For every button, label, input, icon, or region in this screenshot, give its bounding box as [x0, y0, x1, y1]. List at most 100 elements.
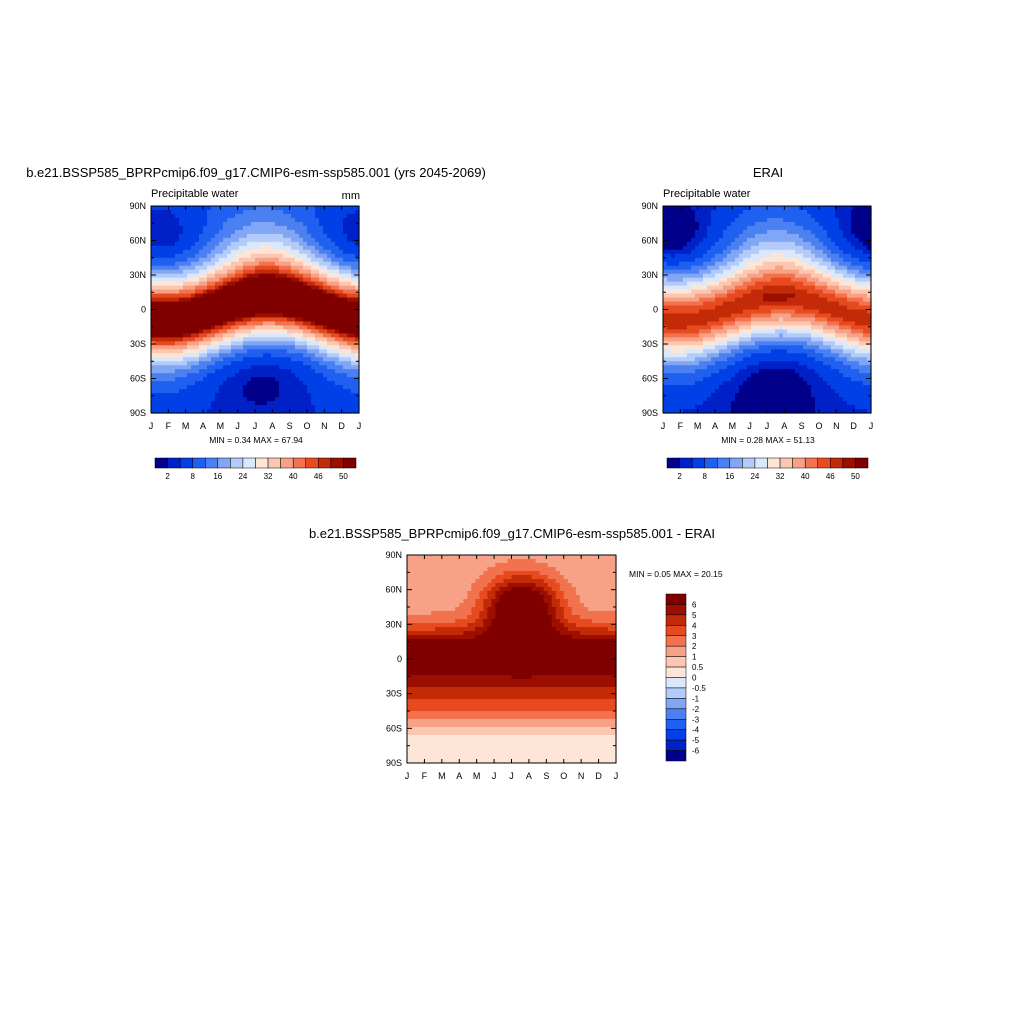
contour-cell: [851, 281, 856, 287]
contour-cell: [231, 229, 236, 235]
contour-cell: [275, 293, 280, 299]
contour-cell: [851, 273, 856, 279]
contour-cell: [311, 253, 316, 259]
contour-cell: [307, 357, 312, 362]
contour-cell: [195, 317, 200, 323]
contour-cell: [823, 273, 828, 279]
contour-cell: [247, 349, 252, 354]
contour-cell: [835, 245, 840, 251]
contour-cell: [667, 297, 672, 303]
contour-cell: [199, 385, 204, 390]
contour-cell: [779, 329, 784, 334]
contour-cell: [287, 341, 292, 346]
contour-cell: [831, 206, 836, 211]
contour-cell: [863, 229, 868, 235]
contour-cell: [823, 269, 828, 275]
contour-cell: [223, 293, 228, 299]
contour-cell: [247, 325, 252, 330]
contour-cell: [171, 317, 176, 323]
contour-cell: [763, 237, 768, 243]
contour-cell: [771, 265, 776, 271]
contour-cell: [827, 361, 832, 366]
contour-cell: [219, 349, 224, 354]
contour-cell: [167, 301, 172, 307]
contour-cell: [859, 209, 864, 215]
contour-cell: [815, 305, 820, 311]
contour-cell: [707, 233, 712, 239]
contour-cell: [803, 337, 808, 342]
contour-cell: [687, 273, 692, 279]
contour-cell: [667, 313, 672, 319]
contour-cell: [271, 206, 276, 211]
contour-cell: [735, 269, 740, 275]
contour-cell: [183, 277, 188, 283]
contour-cell: [827, 349, 832, 354]
contour-cell: [223, 337, 228, 342]
contour-cell: [763, 333, 768, 338]
contour-cell: [819, 213, 824, 219]
contour-cell: [187, 289, 192, 295]
contour-cell: [707, 297, 712, 303]
contour-cell: [859, 265, 864, 271]
contour-cell: [175, 317, 180, 323]
contour-cell: [675, 361, 680, 366]
contour-cell: [151, 265, 156, 271]
contour-cell: [667, 261, 672, 267]
contour-cell: [739, 253, 744, 259]
contour-cell: [283, 285, 288, 291]
contour-cell: [227, 217, 232, 223]
contour-cell: [855, 345, 860, 350]
contour-cell: [227, 357, 232, 362]
contour-cell: [763, 249, 768, 255]
contour-cell: [343, 289, 348, 295]
contour-cell: [327, 365, 332, 370]
contour-cell: [787, 369, 792, 374]
contour-cell: [747, 225, 752, 231]
contour-cell: [243, 309, 248, 315]
contour-cell: [855, 305, 860, 311]
contour-cell: [299, 281, 304, 287]
contour-cell: [199, 289, 204, 295]
contour-cell: [259, 221, 264, 227]
contour-cell: [283, 369, 288, 374]
contour-cell: [687, 253, 692, 259]
contour-cell: [791, 361, 796, 366]
contour-cell: [735, 233, 740, 239]
contour-cell: [683, 297, 688, 303]
contour-cell: [163, 345, 168, 350]
contour-cell: [795, 217, 800, 223]
contour-cell: [315, 409, 320, 414]
contour-cell: [183, 341, 188, 346]
contour-cell: [331, 241, 336, 247]
contour-cell: [259, 261, 264, 267]
contour-cell: [703, 329, 708, 334]
contour-cell: [219, 297, 224, 303]
contour-cell: [795, 206, 800, 211]
colorbar-box: [154, 457, 168, 469]
contour-cell: [199, 213, 204, 219]
contour-cell: [191, 297, 196, 303]
contour-cell: [715, 353, 720, 358]
contour-cell: [867, 349, 872, 354]
contour-cell: [763, 341, 768, 346]
contour-cell: [251, 369, 256, 374]
contour-cell: [859, 333, 864, 338]
contour-cell: [235, 389, 240, 394]
contour-cell: [259, 345, 264, 350]
contour-cell: [695, 369, 700, 374]
contour-cell: [303, 337, 308, 342]
contour-cell: [715, 289, 720, 295]
contour-cell: [843, 225, 848, 231]
contour-cell: [819, 333, 824, 338]
contour-cell: [815, 225, 820, 231]
contour-cell: [171, 285, 176, 291]
contour-cell: [151, 245, 156, 251]
contour-cell: [203, 241, 208, 247]
contour-cell: [175, 285, 180, 291]
contour-cell: [307, 333, 312, 338]
contour-cell: [279, 305, 284, 311]
contour-cell: [179, 229, 184, 235]
contour-cell: [295, 333, 300, 338]
contour-cell: [683, 333, 688, 338]
contour-cell: [835, 269, 840, 275]
